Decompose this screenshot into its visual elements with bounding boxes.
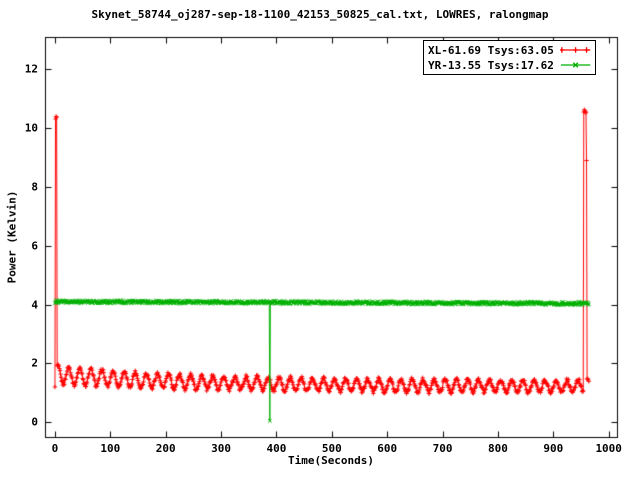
chart-title: Skynet_58744_oj287-sep-18-1100_42153_508… <box>91 8 549 21</box>
legend-label-yr: YR-13.55 Tsys:17.62 <box>428 58 554 72</box>
x-tick-label: 100 <box>100 442 121 455</box>
y-tick-label: 6 <box>31 239 38 253</box>
y-tick-label: 0 <box>31 415 38 429</box>
legend-label-xl: XL-61.69 Tsys:63.05 <box>428 43 554 57</box>
legend-entry-yr: YR-13.55 Tsys:17.62 <box>428 58 591 72</box>
plus-marker-line-icon <box>559 47 591 53</box>
y-tick-label: 4 <box>31 298 38 312</box>
x-tick-label: 300 <box>211 442 232 455</box>
x-tick-label: 800 <box>488 442 508 455</box>
legend: XL-61.69 Tsys:63.05 YR-13.55 Tsys:17.62 <box>423 40 596 75</box>
x-axis-title: Time(Seconds) <box>287 454 375 467</box>
legend-entry-xl: XL-61.69 Tsys:63.05 <box>428 43 591 57</box>
y-tick-label: 2 <box>31 356 38 370</box>
x-tick-label: 600 <box>377 442 398 455</box>
y-tick-label: 8 <box>31 180 38 194</box>
x-tick-label: 200 <box>155 442 176 455</box>
cross-marker-line-icon <box>560 62 591 68</box>
x-tick-label: 400 <box>266 442 287 455</box>
x-tick-label: 500 <box>321 442 342 455</box>
y-tick-label: 10 <box>24 121 38 135</box>
x-tick-label: 1000 <box>595 442 622 455</box>
y-axis-title: Power (Kelvin) <box>5 190 19 284</box>
x-tick-label: 700 <box>432 442 453 455</box>
x-tick-label: 0 <box>51 442 59 455</box>
y-tick-label: 12 <box>24 62 38 76</box>
x-tick-label: 900 <box>543 442 564 455</box>
